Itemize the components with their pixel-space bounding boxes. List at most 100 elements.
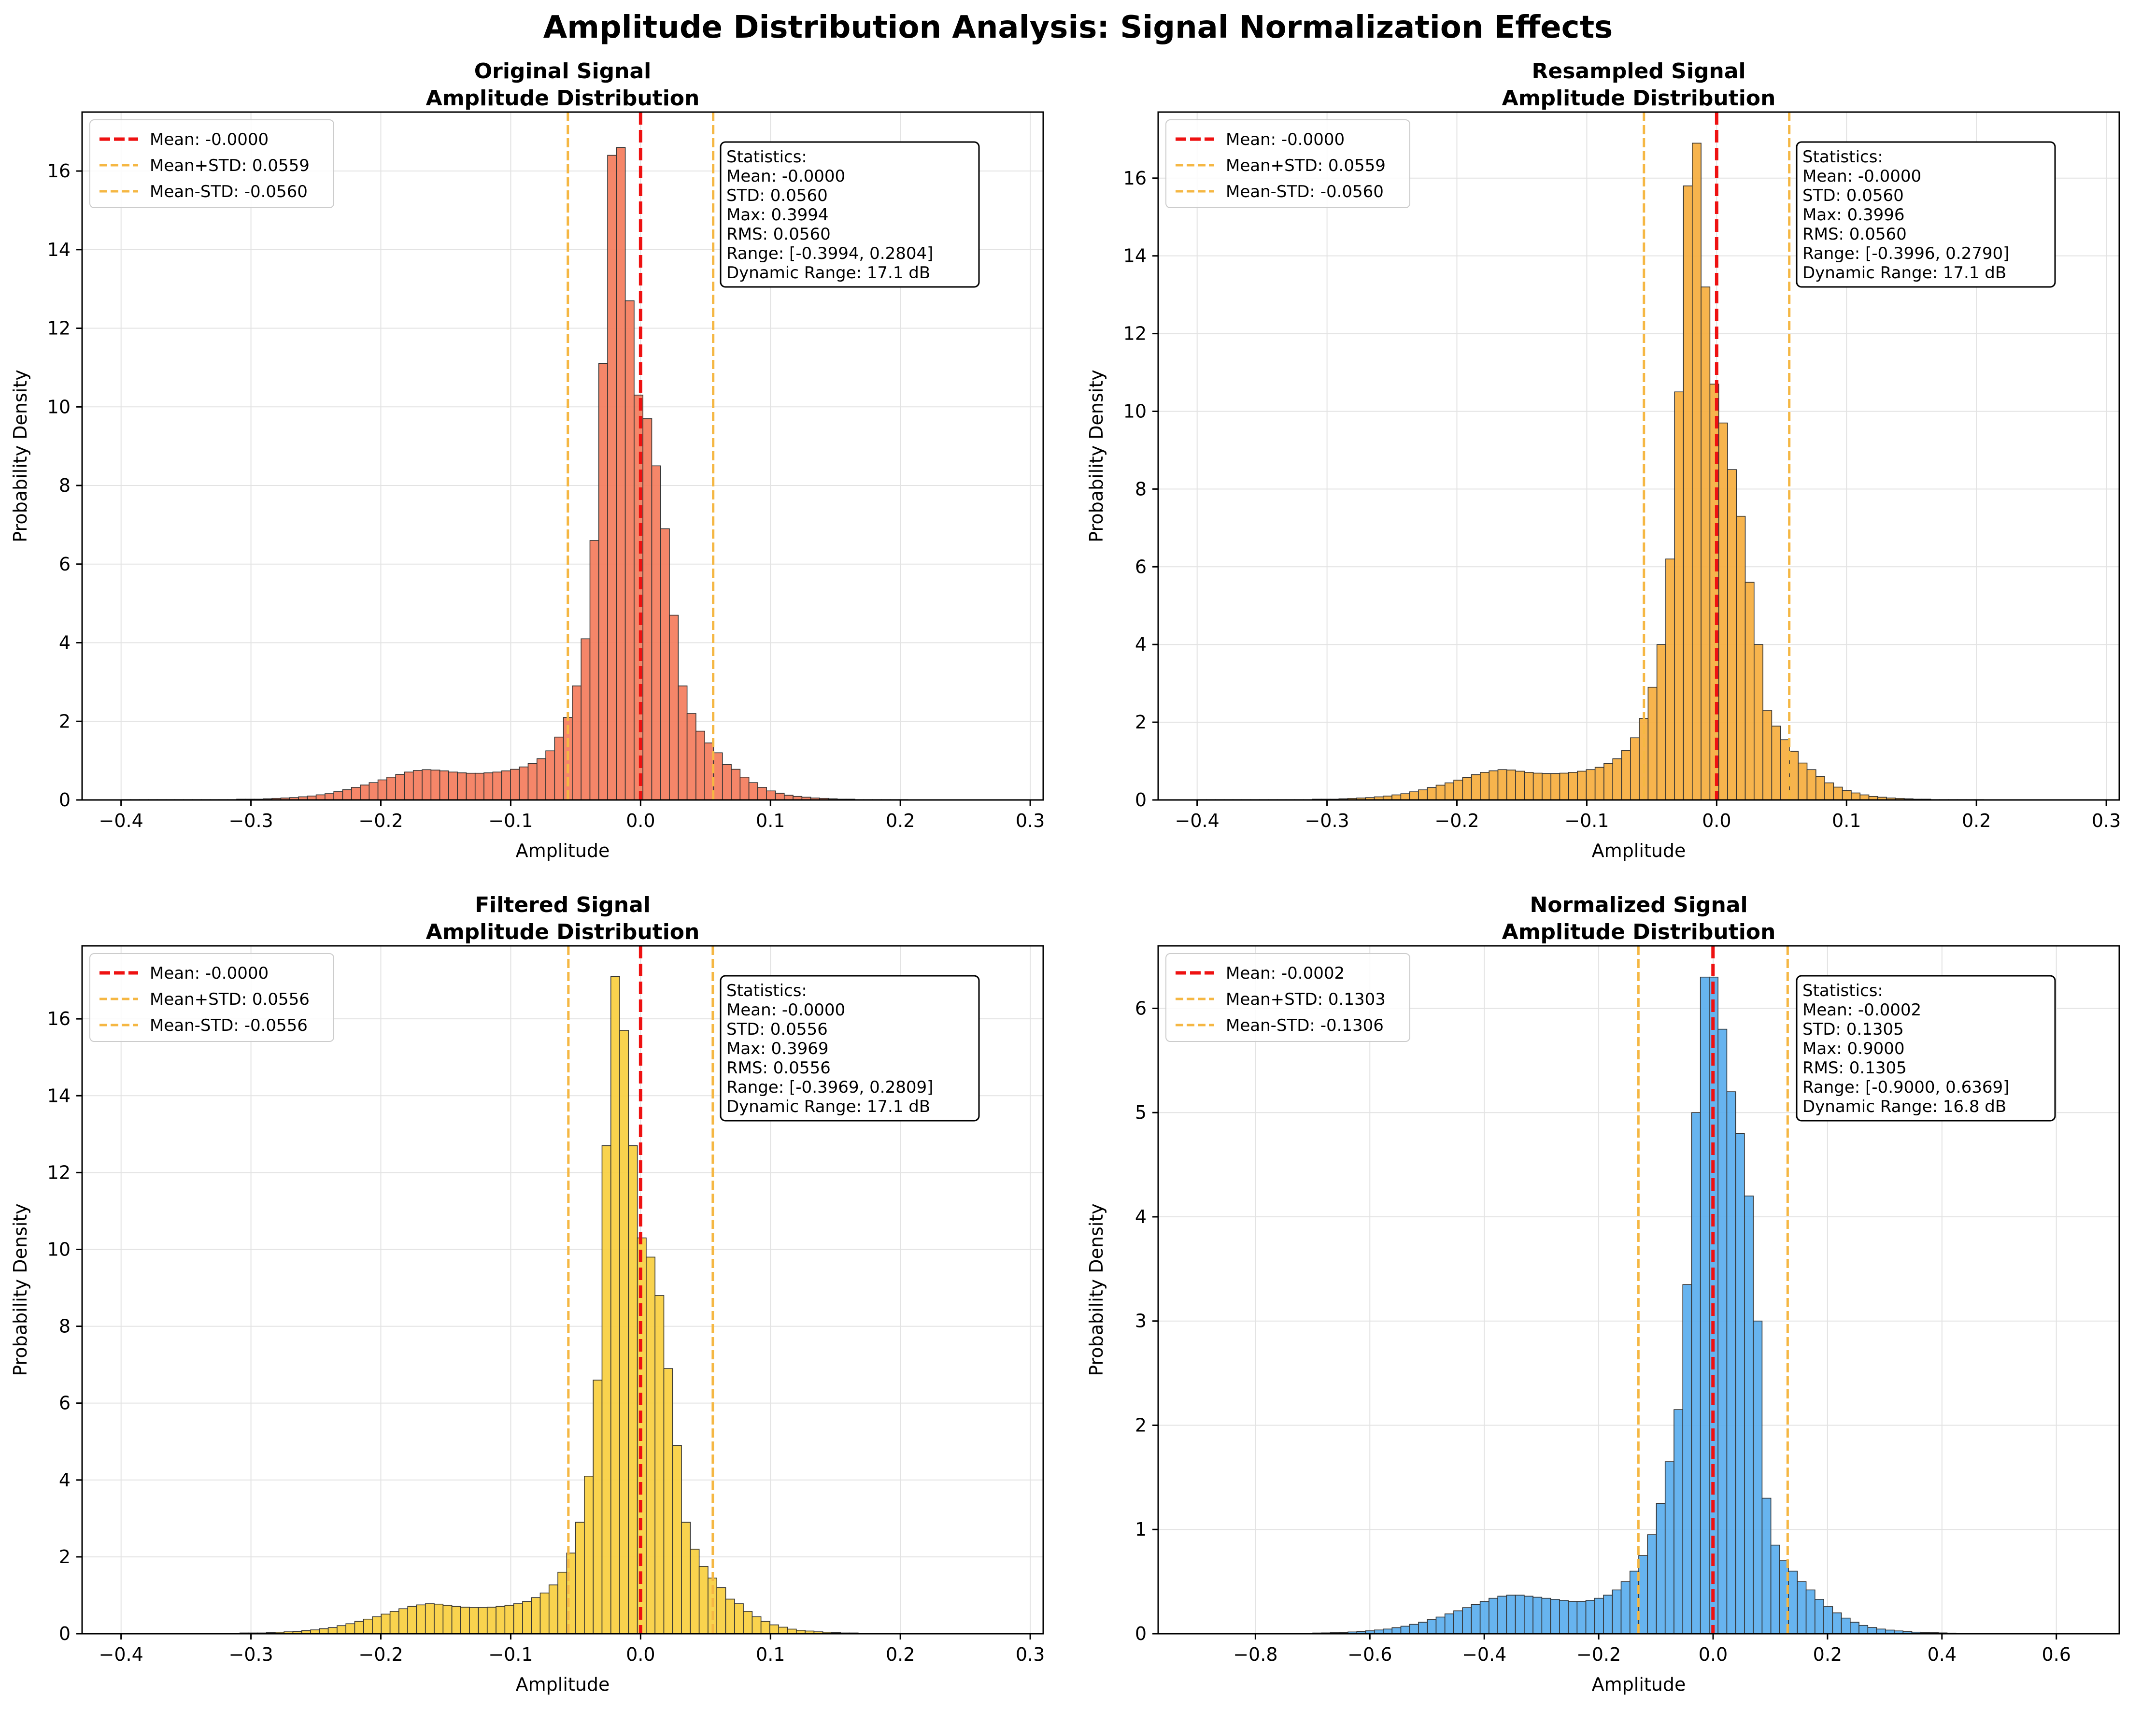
statistics-line: Range: [-0.3994, 0.2804] — [726, 244, 933, 263]
histogram-bar — [496, 1606, 506, 1634]
histogram-bar — [1691, 1112, 1701, 1634]
histogram-bar — [386, 777, 396, 800]
histogram-bar — [1559, 772, 1569, 800]
histogram-bar — [425, 1603, 435, 1634]
histogram-bar — [1559, 1600, 1569, 1634]
histogram-bar — [522, 1601, 532, 1634]
histogram-bar — [1744, 1196, 1754, 1634]
y-tick-label: 6 — [59, 554, 71, 575]
histogram-bar — [1603, 1595, 1613, 1634]
chart-panel-1: −0.4 −0.3 −0.2 −0.1 0.0 0.1 0.2 0.3 0 2 4 6 8 10 12 14 1… — [10, 59, 1045, 861]
x-tick-label: 0.0 — [626, 810, 655, 831]
chart-title: Amplitude Distribution — [1502, 920, 1776, 944]
histogram-bar — [1816, 776, 1825, 800]
histogram-bar — [1550, 773, 1560, 800]
statistics-line: Max: 0.9000 — [1802, 1039, 1905, 1058]
histogram-bar — [1532, 772, 1543, 800]
x-axis-label: Amplitude — [1592, 1674, 1686, 1695]
histogram-bar — [474, 772, 484, 800]
x-tick-label: −0.1 — [488, 810, 533, 831]
histogram-bar — [1762, 710, 1773, 800]
x-axis-label: Amplitude — [516, 1674, 610, 1695]
histogram-bar — [713, 752, 723, 800]
histogram-bar — [1850, 1622, 1859, 1634]
histogram-bar — [412, 770, 423, 800]
histogram-bar — [1444, 1613, 1454, 1634]
statistics-line: Mean: -0.0000 — [1802, 167, 1921, 186]
statistics-line: Range: [-0.3996, 0.2790] — [1802, 244, 2009, 263]
histogram-bar — [1788, 1570, 1798, 1634]
histogram-bar — [678, 685, 688, 800]
histogram-bar — [607, 155, 617, 800]
histogram-bar — [1815, 1599, 1824, 1634]
histogram-bar — [1409, 1624, 1419, 1634]
histogram-bar — [672, 1445, 682, 1634]
statistics-line: STD: 0.1305 — [1802, 1020, 1904, 1039]
y-tick-label: 12 — [1123, 323, 1147, 344]
y-tick-label: 4 — [1135, 634, 1147, 655]
histogram-bar — [1479, 1601, 1489, 1634]
y-tick-label: 0 — [1135, 789, 1147, 811]
histogram-bar — [575, 1522, 585, 1634]
histogram-bar — [1471, 1604, 1481, 1634]
histogram-bar — [1841, 1617, 1851, 1634]
legend: Mean: -0.0000 Mean+STD: 0.0556 Mean-STD: -… — [89, 953, 334, 1042]
histogram-bar — [1541, 1597, 1551, 1634]
histogram-bar — [1585, 1600, 1595, 1634]
histogram-bar — [1736, 515, 1746, 800]
chart-panel-3: −0.4 −0.3 −0.2 −0.1 0.0 0.1 0.2 0.3 0 2 4 6 8 10 12 14 1… — [10, 893, 1045, 1695]
histogram-bar — [1753, 1320, 1763, 1634]
histogram-bar — [593, 1380, 603, 1634]
legend-entry: Mean+STD: 0.0559 — [150, 156, 310, 175]
histogram-bar — [1823, 1606, 1833, 1634]
histogram-bar — [513, 1603, 523, 1634]
y-tick-label: 6 — [1135, 556, 1147, 577]
histogram-bar — [1497, 769, 1507, 800]
y-tick-label: 14 — [47, 239, 71, 260]
histogram-bar — [748, 782, 758, 800]
histogram-bar — [589, 540, 599, 800]
histogram-bar — [1867, 1627, 1877, 1634]
legend-box — [1165, 119, 1410, 208]
statistics-line: Dynamic Range: 17.1 dB — [1802, 263, 2006, 283]
histogram-bar — [1576, 1601, 1587, 1634]
x-tick-label: −0.1 — [488, 1644, 533, 1665]
histogram-bar — [1462, 777, 1472, 800]
chart-title: Filtered Signal — [475, 893, 651, 917]
histogram-bar — [354, 1621, 364, 1634]
y-tick-label: 2 — [59, 711, 71, 732]
histogram-bar — [451, 1606, 461, 1634]
histogram-bar — [363, 1618, 373, 1634]
x-tick-label: 0.3 — [1016, 810, 1045, 831]
histogram-bar — [466, 772, 476, 800]
x-tick-label: 0.1 — [1832, 810, 1861, 831]
histogram-bar — [457, 772, 467, 800]
statistics-line: Statistics: — [1802, 981, 1883, 1000]
histogram-bar — [389, 1611, 399, 1634]
statistics-line: Max: 0.3969 — [726, 1039, 829, 1058]
y-tick-label: 12 — [47, 318, 71, 339]
x-tick-label: −0.4 — [1175, 810, 1220, 831]
y-tick-label: 12 — [47, 1162, 71, 1183]
legend-entry: Mean-STD: -0.0556 — [150, 1016, 308, 1035]
legend-box — [1165, 953, 1410, 1042]
x-tick-label: −0.3 — [228, 810, 273, 831]
histogram-bar — [1665, 558, 1675, 800]
histogram-bar — [739, 777, 750, 800]
histogram-bar — [1489, 1597, 1498, 1634]
histogram-bar — [1480, 772, 1490, 800]
histogram-bar — [1524, 772, 1534, 800]
histogram-bar — [557, 1571, 567, 1634]
x-tick-label: 0.4 — [1928, 1644, 1957, 1665]
histogram-bar — [1391, 1627, 1402, 1634]
statistics-line: RMS: 0.0560 — [726, 225, 831, 244]
histogram-bar — [1594, 767, 1604, 800]
legend-entry: Mean-STD: -0.0560 — [1226, 182, 1384, 201]
histogram-bar — [1506, 1595, 1516, 1634]
histogram-bar — [1682, 1284, 1692, 1634]
histogram-bar — [1409, 791, 1419, 800]
histogram-bar — [510, 769, 520, 800]
histogram-bar — [1630, 737, 1640, 800]
histogram-bar — [325, 793, 334, 800]
